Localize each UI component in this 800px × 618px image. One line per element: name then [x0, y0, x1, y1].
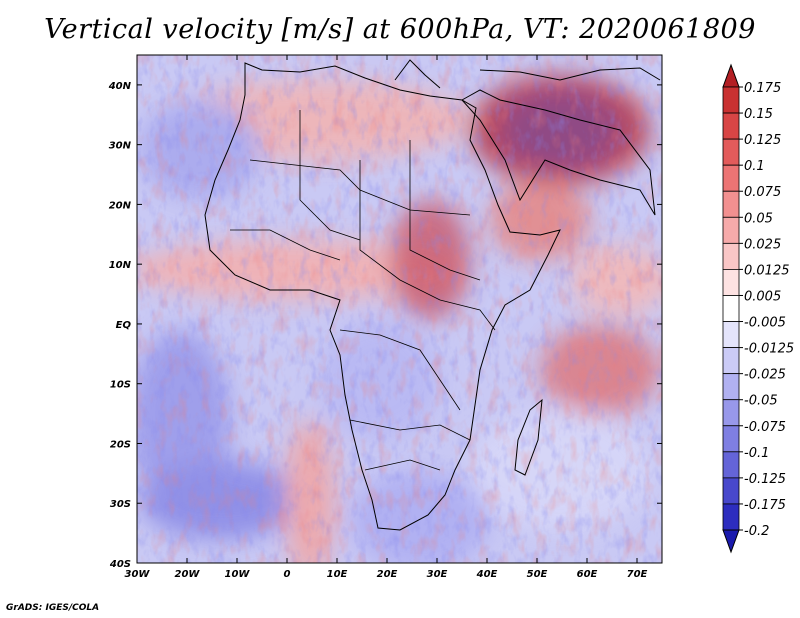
colorbar-label: 0.15 [744, 107, 773, 122]
colorbar-label: -0.075 [744, 420, 786, 435]
y-tick-label: 10N [109, 260, 132, 271]
colorbar-label: -0.0125 [744, 342, 794, 357]
colorbar-label: 0.075 [744, 185, 781, 200]
x-tick-label: 20E [377, 569, 398, 580]
x-tick-label: 10E [327, 569, 348, 580]
colorbar-swatch [722, 216, 740, 244]
colorbar-swatch [722, 86, 740, 114]
colorbar-label: -0.005 [744, 316, 786, 331]
colorbar-swatch [722, 138, 740, 166]
colorbar-label: -0.175 [744, 498, 786, 513]
colorbar-top-arrow [722, 63, 740, 88]
velocity-field [137, 55, 662, 563]
colorbar-label: 0.175 [744, 81, 781, 96]
colorbar-label: 0.0125 [744, 263, 790, 278]
x-tick-label: 0 [284, 569, 291, 580]
colorbar-label: 0.005 [744, 289, 781, 304]
y-tick-label: 30N [109, 141, 132, 152]
colorbar-swatch [722, 451, 740, 479]
x-tick-label: 50E [527, 569, 548, 580]
colorbar-bottom-arrow [722, 529, 740, 554]
colorbar-swatch [722, 373, 740, 401]
y-tick-label: 20S [110, 439, 131, 450]
colorbar-label: 0.125 [744, 133, 781, 148]
x-tick-label: 20W [175, 569, 201, 580]
colorbar-label: -0.05 [744, 394, 778, 409]
colorbar-swatch [722, 347, 740, 375]
colorbar-swatch [722, 321, 740, 348]
colorbar-swatch [722, 269, 740, 296]
colorbar-label: -0.1 [744, 446, 769, 461]
colorbar-swatch [722, 242, 740, 270]
y-tick-label: 40N [108, 81, 132, 92]
colorbar-swatch [722, 399, 740, 427]
chart-title: Vertical velocity [m/s] at 600hPa, VT: 2… [44, 14, 756, 45]
colorbar-swatch [722, 425, 740, 453]
plot-frame [136, 54, 663, 564]
colorbar-label: -0.125 [744, 472, 786, 487]
x-tick-label: 70E [627, 569, 648, 580]
colorbar-label: 0.05 [744, 211, 773, 226]
colorbar-swatch [722, 503, 740, 531]
country-borders [230, 110, 496, 471]
colorbar-swatch [722, 112, 740, 140]
y-tick-label: 20N [109, 200, 132, 211]
x-tick-label: 60E [577, 569, 598, 580]
colorbar-swatch [722, 164, 740, 192]
colorbar-swatch [722, 477, 740, 505]
y-tick-label: 30S [110, 499, 131, 510]
x-tick-label: 40E [476, 569, 498, 580]
y-tick-label: EQ [116, 320, 132, 331]
coastlines [204, 59, 661, 531]
colorbar-swatch [722, 190, 740, 218]
credit-text: GrADS: IGES/COLA [6, 603, 100, 613]
y-tick-label: 40S [109, 559, 131, 570]
x-tick-label: 10W [225, 569, 251, 580]
x-tick-label: 30W [125, 569, 151, 580]
colorbar: 0.175 0.15 0.125 0.1 0.075 0.05 0.025 0.0125 0.0… [722, 63, 794, 554]
y-tick-label: 10S [110, 380, 131, 391]
x-tick-label: 30E [427, 569, 448, 580]
colorbar-label: 0.1 [744, 159, 765, 174]
x-axis: 30W 20W 10W 0 10E 20E 30E 40E 50E 60E 70E [125, 55, 648, 580]
colorbar-label: -0.2 [744, 524, 769, 539]
y-axis: 40N 30N 20N 10N EQ 10S 20S 30S 40S [108, 81, 662, 570]
colorbar-label: -0.025 [744, 368, 786, 383]
colorbar-label: 0.025 [744, 237, 781, 252]
colorbar-swatch [722, 295, 740, 322]
